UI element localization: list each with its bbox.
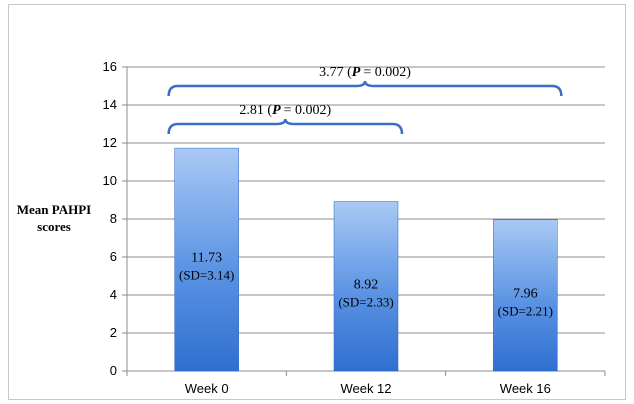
bar-value-label: 7.96	[513, 286, 538, 301]
y-tick-label: 2	[110, 325, 117, 340]
bar-value-label: 8.92	[354, 277, 379, 292]
y-tick-labels: 0 2 4 6 8 10 12 14 16	[103, 59, 117, 378]
y-axis-label-line1: Mean PAHPI	[17, 202, 92, 217]
diff-value: 2.81	[239, 103, 264, 118]
bar-week-0	[174, 147, 239, 372]
y-tick-label: 4	[110, 287, 117, 302]
x-tick-label: Week 0	[185, 381, 229, 396]
bar-week-12	[333, 201, 399, 372]
bar-week-16	[493, 219, 558, 372]
y-tick-label: 10	[103, 173, 117, 188]
y-axis-label-line2: scores	[37, 219, 71, 234]
p-symbol: P	[352, 65, 361, 80]
bar-value-label: 11.73	[191, 251, 222, 266]
y-tick-label: 0	[110, 363, 117, 378]
paren-open: (	[264, 103, 273, 118]
paren-open: (	[344, 65, 353, 80]
x-tick-labels: Week 0 Week 12 Week 16	[185, 381, 551, 396]
annotations: 2.81 (P = 0.002)3.77 (P = 0.002)	[167, 65, 563, 135]
y-tick-label: 12	[103, 135, 117, 150]
p-value: = 0.002)	[284, 103, 332, 118]
x-tick-label: Week 12	[340, 381, 391, 396]
significance-bracket	[167, 80, 563, 97]
y-tick-label: 14	[103, 97, 117, 112]
bar-sd-label: (SD=2.21)	[498, 303, 553, 318]
bar-sd-label: (SD=3.14)	[179, 268, 234, 283]
y-tick-label: 8	[110, 211, 117, 226]
y-tick-label: 16	[103, 59, 117, 74]
x-tick-label: Week 16	[500, 381, 551, 396]
significance-label: 2.81 (P = 0.002)	[239, 103, 331, 118]
diff-value: 3.77	[319, 65, 344, 80]
p-symbol: P	[272, 103, 281, 118]
bar-sd-label: (SD=2.33)	[338, 294, 393, 309]
significance-label: 3.77 (P = 0.002)	[319, 65, 411, 80]
p-value: = 0.002)	[363, 65, 411, 80]
significance-bracket	[167, 118, 404, 135]
bars: 11.73 (SD=3.14) 8.92 (SD=2.33) 7.96 (SD=2.21)	[174, 147, 558, 372]
y-tick-label: 6	[110, 249, 117, 264]
